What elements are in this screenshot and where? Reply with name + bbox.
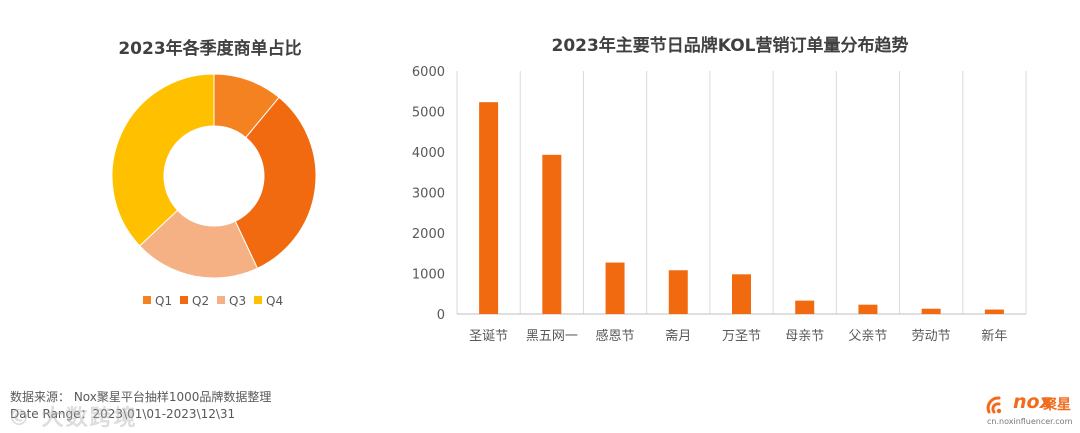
y-tick-label: 4000: [412, 146, 445, 161]
bar-0: [479, 102, 499, 314]
y-tick-label: 5000: [412, 106, 445, 121]
legend-swatch-q3: [217, 296, 225, 304]
logo-url: cn.noxinfluencer.com: [987, 417, 1073, 426]
x-tick-label: 父亲节: [848, 329, 887, 344]
donut-chart-title: 2023年各季度商单占比: [118, 39, 302, 59]
bar-2: [605, 262, 625, 314]
x-tick-label: 黑五网一: [526, 329, 578, 344]
nox-signal-icon: [986, 396, 1002, 414]
x-tick-label: 感恩节: [596, 328, 635, 344]
x-tick-label: 斋月: [665, 328, 691, 344]
legend-label-q3: Q3: [229, 294, 246, 308]
bar-chart-x-ticks: 圣诞节 黑五网一 感恩节 斋月 万圣节 母亲节 父亲节 劳动节 新年: [469, 328, 1007, 344]
x-tick-label: 新年: [981, 328, 1007, 344]
bar-1: [542, 154, 562, 314]
x-tick-label: 圣诞节: [469, 329, 508, 344]
y-tick-label: 1000: [412, 268, 445, 283]
logo-wordmark: nox: [1013, 391, 1052, 413]
bar-3: [668, 270, 688, 314]
donut-slice-q2: [234, 96, 317, 269]
donut-slice-q3: [138, 209, 259, 279]
legend-label-q4: Q4: [266, 294, 283, 308]
data-source-note: 数据来源： Nox聚星平台抽样1000品牌数据整理: [10, 390, 272, 404]
nox-logo: nox 聚星 cn.noxinfluencer.com: [985, 388, 1075, 428]
watermark: © 大数跨境: [8, 406, 138, 431]
bar-5: [795, 300, 815, 314]
y-tick-label: 6000: [412, 65, 445, 80]
bar-chart-title: 2023年主要节日品牌KOL营销订单量分布趋势: [551, 36, 909, 56]
x-tick-label: 母亲节: [785, 329, 824, 344]
x-tick-label: 劳动节: [912, 328, 951, 344]
bar-chart-y-ticks: 0 1000 2000 3000 4000 5000 6000: [412, 65, 445, 323]
bar-4: [732, 274, 751, 314]
donut-legend: Q1 Q2 Q3 Q4: [143, 294, 283, 308]
donut-chart: [111, 73, 317, 279]
y-tick-label: 0: [437, 308, 445, 323]
date-range-note: Date Range：2023\01\01-2023\12\31: [10, 407, 236, 421]
y-tick-label: 3000: [412, 187, 445, 202]
bar-7: [921, 308, 941, 314]
logo-chinese-name: 聚星: [1043, 397, 1071, 413]
legend-swatch-q1: [143, 296, 151, 304]
y-tick-label: 2000: [412, 227, 445, 242]
legend-label-q1: Q1: [155, 294, 172, 308]
legend-label-q2: Q2: [192, 294, 209, 308]
legend-swatch-q4: [254, 296, 262, 304]
legend-swatch-q2: [180, 296, 188, 304]
bar-8: [984, 309, 1004, 314]
donut-slice-q4: [111, 73, 215, 247]
bar-6: [858, 304, 878, 314]
x-tick-label: 万圣节: [722, 329, 761, 344]
bar-chart-bars: [479, 102, 1004, 314]
